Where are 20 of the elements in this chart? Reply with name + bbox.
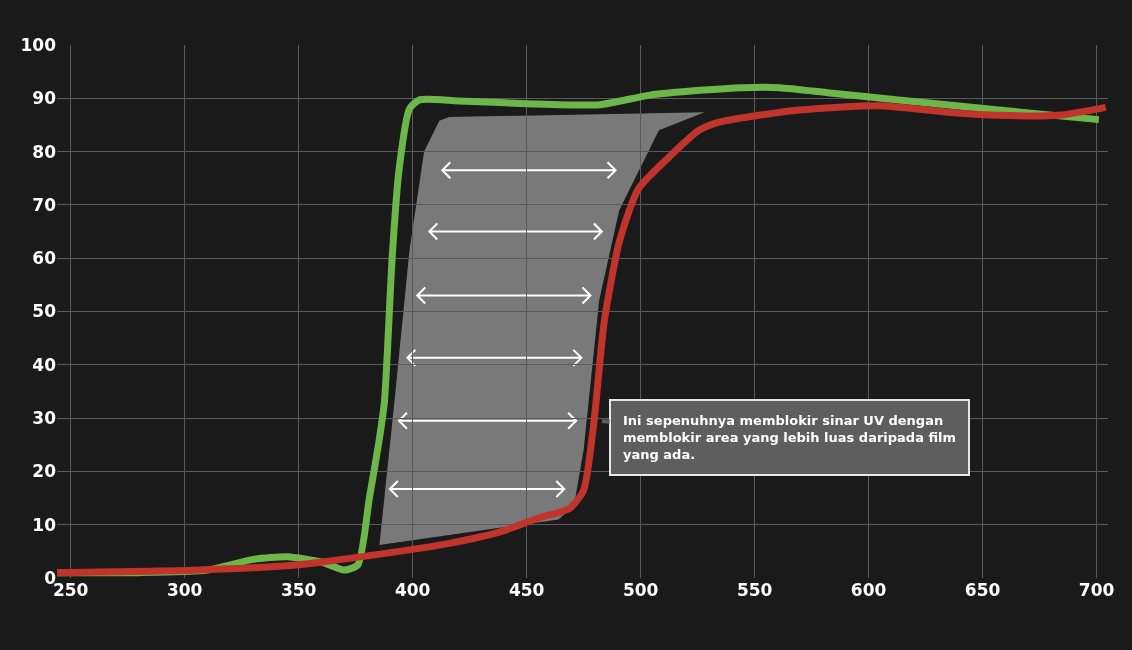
annotation: Ini sepenuhnya memblokir sinar UV dengan memblokir area yang lebih luas daripada film yang ada. bbox=[623, 413, 957, 462]
y-tick-label: 60 bbox=[32, 248, 57, 269]
x-tick-label: 300 bbox=[166, 580, 203, 600]
y-tick-label: 40 bbox=[32, 354, 57, 375]
y-tick-label: 100 bbox=[20, 34, 57, 55]
x-tick-label: 650 bbox=[964, 580, 1001, 600]
x-tick-label: 600 bbox=[850, 580, 887, 600]
y-tick-label: 30 bbox=[32, 408, 57, 429]
x-tick-label: 700 bbox=[1078, 580, 1115, 600]
y-tick-label: 80 bbox=[32, 141, 57, 162]
x-tick-label: 450 bbox=[508, 580, 545, 600]
y-tick-label: 90 bbox=[32, 88, 57, 109]
y-tick-label: 70 bbox=[32, 194, 57, 215]
x-tick-label: 400 bbox=[394, 580, 431, 600]
x-tick-label: 550 bbox=[736, 580, 773, 600]
y-tick-label: 50 bbox=[32, 301, 57, 322]
x-tick-label: 500 bbox=[622, 580, 659, 600]
y-tick-label: 10 bbox=[32, 514, 57, 535]
x-tick-label: 350 bbox=[280, 580, 317, 600]
y-tick-label: 20 bbox=[32, 461, 57, 482]
